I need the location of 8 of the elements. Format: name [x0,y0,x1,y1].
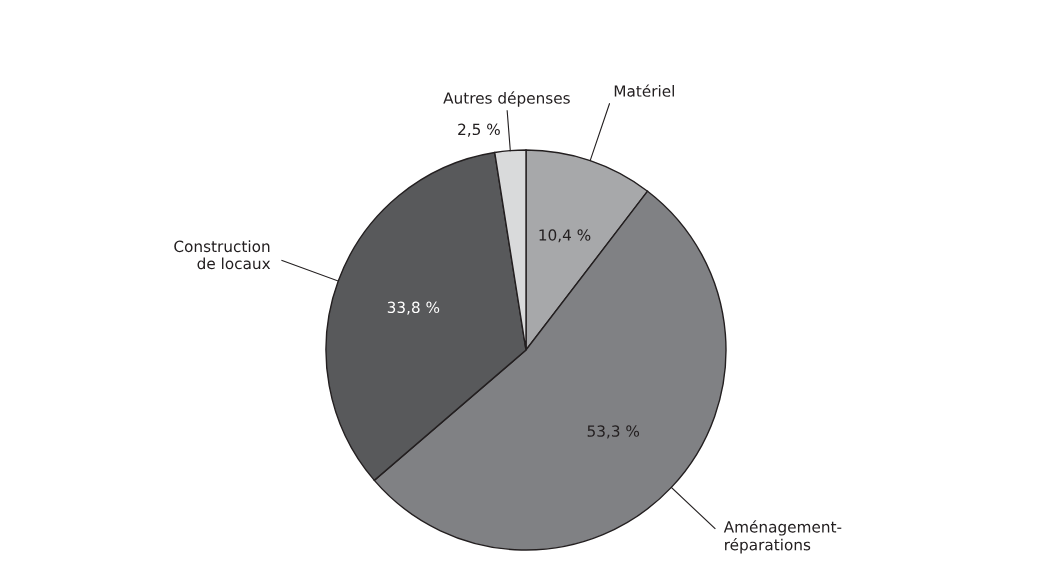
data-label: 2,5 % [458,123,500,137]
slice-label: Matériel [614,84,674,97]
data-label: 10,4 % [539,229,591,243]
data-label: 53,3 % [587,425,640,439]
slice-label: Aménagement- réparations [723,520,842,554]
slice-label: Construction de locaux [174,240,271,270]
data-label: 33,8 % [387,301,440,315]
slice-label: Autres dépenses [443,91,570,107]
